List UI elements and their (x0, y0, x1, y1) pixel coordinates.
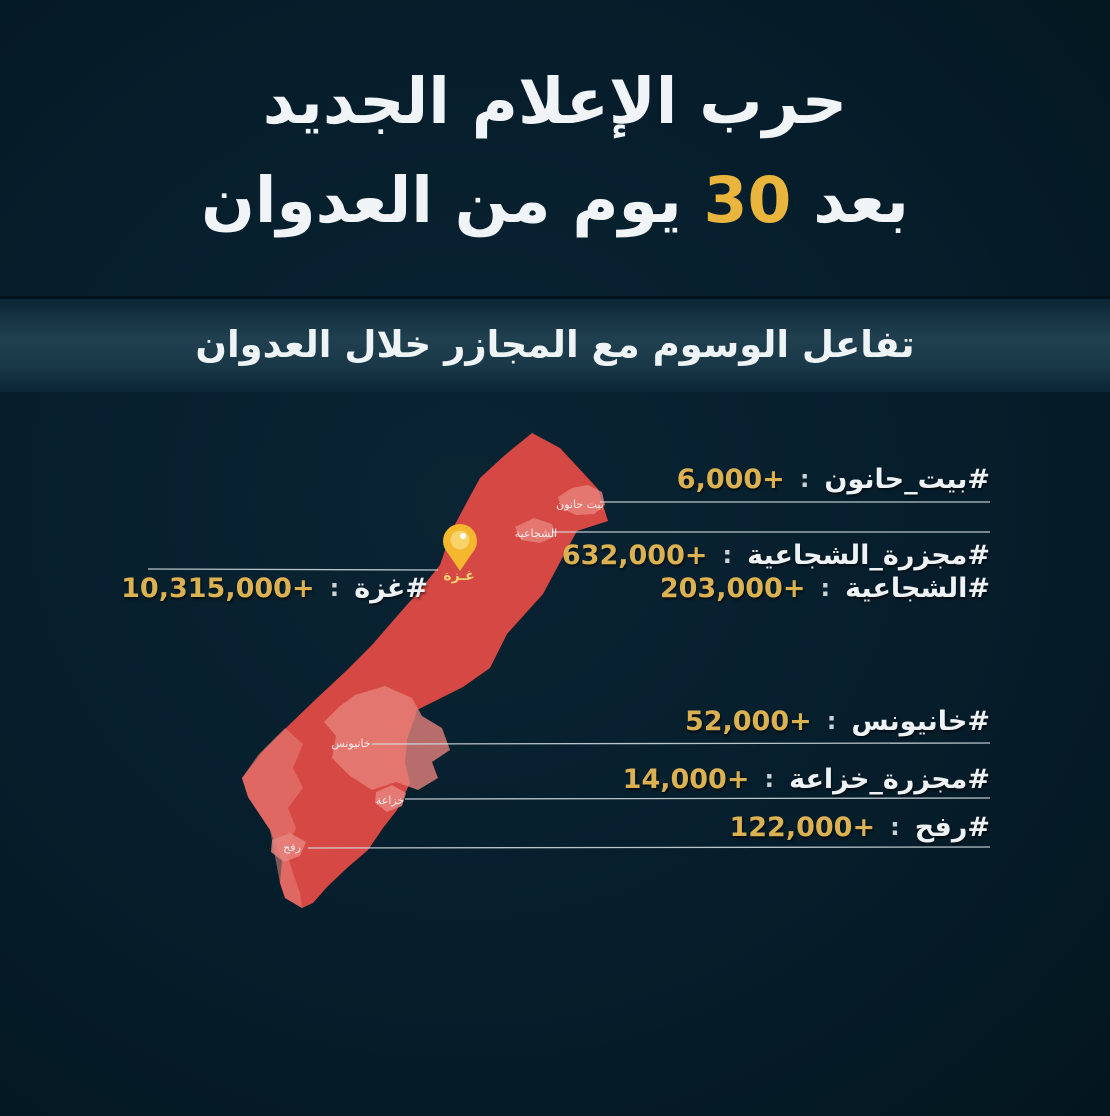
title-line2-suffix: يوم من العدوان (201, 164, 682, 237)
page-title: حرب الإعلام الجديد بعد 30 يوم من العدوان (0, 52, 1110, 250)
region-southwest-coast (242, 728, 303, 908)
stat-row-gaza: 10,315,000+ : #غزة (121, 571, 428, 605)
stat-row-shujaiyya-massacre: 632,000+ : #مجزرة_الشجاعية (562, 538, 990, 572)
footer: f You Tube YouthMediaC www.ymc.ps ا (0, 960, 1110, 1116)
hashtag-label: #الشجاعية (845, 572, 990, 604)
map-label-beit-hanoun: بيت حانون (556, 498, 604, 511)
hashtag-label: #مجزرة_خزاعة (789, 763, 990, 795)
title-line-2: بعد 30 يوم من العدوان (0, 151, 1110, 250)
stat-row-khan-younis: 52,000+ : #خانيونس (685, 704, 990, 738)
stat-value: 632,000+ (561, 539, 708, 571)
stat-row-beit-hanoun: 6,000+ : #بيت_حانون (677, 462, 990, 496)
stat-value: 52,000+ (684, 705, 812, 737)
map-label-gaza: غـزة (443, 568, 474, 584)
callout-line-khuzaa (404, 797, 991, 800)
stat-value: 203,000+ (659, 572, 806, 604)
hashtag-label: #غزة (354, 572, 428, 604)
stat-separator: : (826, 707, 837, 735)
region-rafah (271, 833, 306, 862)
stat-separator: : (799, 465, 810, 493)
gaza-pin-icon (443, 524, 477, 571)
map-label-khan-younis: خانيونس (331, 737, 370, 750)
hashtag-label: #رفح (914, 811, 990, 843)
stat-separator: : (329, 574, 340, 602)
callout-lines (147, 501, 991, 849)
map-label-khuzaa: خزاعة (376, 794, 404, 807)
title-line-1: حرب الإعلام الجديد (262, 65, 848, 138)
stat-separator: : (722, 541, 733, 569)
hashtag-label: #خانيونس (851, 705, 990, 737)
stat-value: 10,315,000+ (121, 572, 315, 604)
title-line2-prefix: بعد (813, 164, 909, 237)
stat-row-rafah: 122,000+ : #رفح (729, 810, 990, 844)
gaza-strip-shape (242, 433, 608, 908)
region-shujaiyya (515, 518, 556, 543)
callout-line-khan-younis (371, 742, 991, 745)
region-khuzaa (375, 785, 406, 812)
stat-separator: : (764, 765, 775, 793)
subtitle: تفاعل الوسوم مع المجازر خلال العدوان (195, 323, 915, 366)
stat-row-shujaiyya: 203,000+ : #الشجاعية (660, 571, 990, 605)
stat-separator: : (890, 813, 900, 841)
stat-separator: : (820, 574, 831, 602)
region-beit-hanoun (558, 485, 605, 515)
title-days-number: 30 (703, 164, 792, 237)
map-label-shujaiyya: الشجاعية (515, 527, 557, 540)
hashtag-label: #مجزرة_الشجاعية (747, 539, 990, 571)
map-label-rafah: رفح (283, 841, 301, 854)
region-khan-younis (324, 686, 450, 790)
hashtag-label: #بيت_حانون (824, 463, 990, 495)
stat-value: 14,000+ (622, 763, 750, 795)
callout-line-rafah (307, 846, 991, 849)
stat-value: 6,000+ (676, 463, 785, 495)
stat-value: 122,000+ (729, 811, 876, 843)
stat-row-khuzaa-massacre: 14,000+ : #مجزرة_خزاعة (623, 762, 990, 796)
subtitle-band: تفاعل الوسوم مع المجازر خلال العدوان (0, 296, 1110, 392)
callout-line-gaza (147, 568, 439, 571)
